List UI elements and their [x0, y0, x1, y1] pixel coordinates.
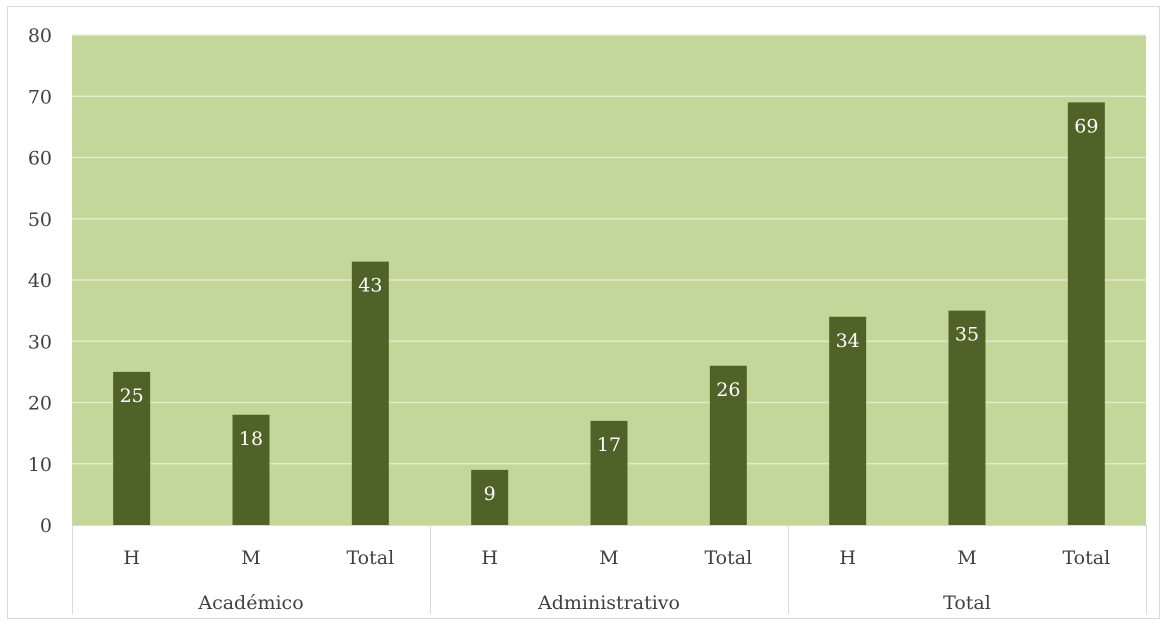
x-category-label: H	[839, 547, 856, 569]
y-tick-label: 10	[28, 454, 52, 476]
y-tick-label: 40	[28, 270, 52, 292]
x-category-label: M	[599, 547, 618, 569]
bar	[948, 310, 986, 525]
y-tick-label: 60	[28, 148, 52, 170]
y-tick-label: 30	[28, 331, 52, 353]
x-category-label: M	[241, 547, 260, 569]
bar	[232, 414, 270, 525]
y-tick-label: 0	[40, 515, 52, 537]
x-category-label: M	[957, 547, 976, 569]
bar	[471, 469, 509, 525]
data-label: 43	[358, 275, 382, 297]
x-category-label: H	[123, 547, 140, 569]
chart-border	[7, 6, 1160, 619]
x-group-label: Administrativo	[537, 592, 680, 614]
bar	[590, 420, 628, 525]
bar	[1067, 102, 1105, 525]
data-label: 25	[120, 385, 144, 407]
data-label: 26	[716, 379, 740, 401]
y-tick-label: 70	[28, 86, 52, 108]
x-category-label: Total	[346, 547, 394, 569]
bar	[113, 371, 151, 525]
y-tick-label: 80	[28, 25, 52, 47]
data-label: 18	[239, 428, 263, 450]
bar	[709, 365, 747, 525]
bar	[829, 316, 867, 525]
y-tick-label: 50	[28, 209, 52, 231]
y-tick-label: 20	[28, 393, 52, 415]
x-category-label: H	[481, 547, 498, 569]
x-group-label: Total	[943, 592, 991, 614]
data-label: 35	[955, 324, 979, 346]
data-label: 9	[484, 483, 496, 505]
data-label: 34	[836, 330, 860, 352]
x-category-label: Total	[1062, 547, 1110, 569]
bar	[351, 261, 389, 525]
data-label: 69	[1074, 115, 1098, 137]
x-category-label: Total	[704, 547, 752, 569]
data-label: 17	[597, 434, 621, 456]
x-group-label: Académico	[197, 592, 303, 614]
